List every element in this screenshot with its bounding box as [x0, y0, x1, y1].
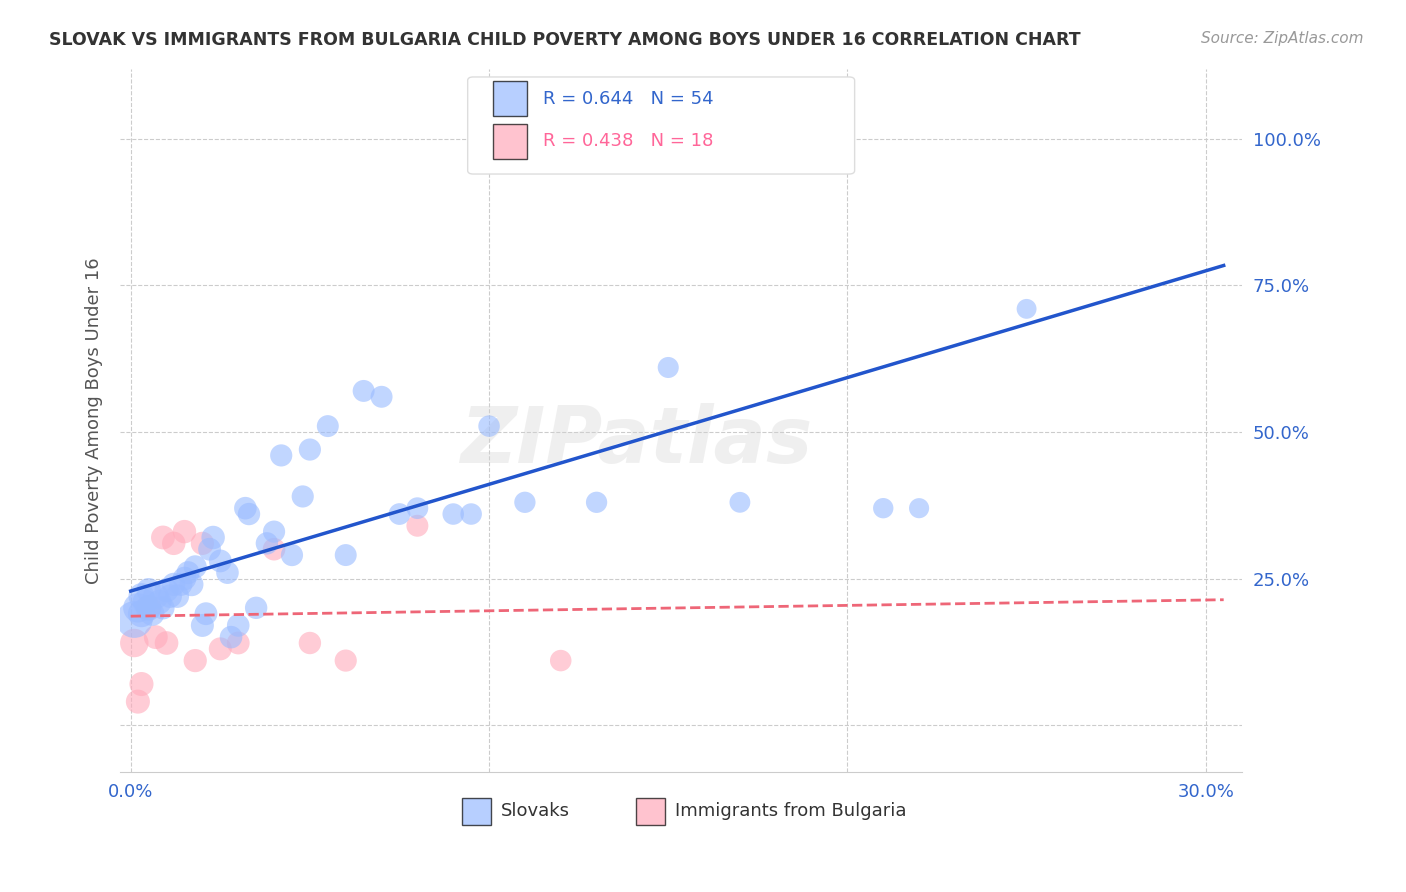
- Point: [209, 641, 232, 656]
- Point: [163, 577, 186, 591]
- Text: R = 0.644   N = 54: R = 0.644 N = 54: [543, 90, 713, 108]
- Point: [460, 507, 482, 521]
- Point: [263, 524, 285, 539]
- Text: SLOVAK VS IMMIGRANTS FROM BULGARIA CHILD POVERTY AMONG BOYS UNDER 16 CORRELATION: SLOVAK VS IMMIGRANTS FROM BULGARIA CHILD…: [49, 31, 1081, 49]
- Y-axis label: Child Poverty Among Boys Under 16: Child Poverty Among Boys Under 16: [86, 257, 103, 583]
- Point: [138, 600, 160, 615]
- Point: [138, 600, 160, 615]
- Point: [263, 542, 285, 557]
- Point: [180, 577, 202, 591]
- Point: [316, 419, 339, 434]
- Point: [124, 636, 146, 650]
- Point: [209, 554, 232, 568]
- Point: [281, 548, 304, 562]
- Point: [1015, 301, 1038, 316]
- FancyBboxPatch shape: [463, 798, 491, 825]
- Point: [406, 518, 429, 533]
- Point: [226, 618, 249, 632]
- Point: [163, 536, 186, 550]
- Point: [441, 507, 464, 521]
- Point: [908, 501, 931, 516]
- FancyBboxPatch shape: [494, 81, 527, 117]
- Point: [585, 495, 607, 509]
- Point: [166, 589, 188, 603]
- Point: [131, 607, 153, 621]
- Point: [141, 607, 163, 621]
- Point: [127, 600, 149, 615]
- Point: [184, 559, 207, 574]
- Point: [370, 390, 392, 404]
- Point: [238, 507, 260, 521]
- FancyBboxPatch shape: [494, 124, 527, 159]
- Point: [353, 384, 375, 398]
- Point: [155, 583, 177, 598]
- Point: [217, 566, 239, 580]
- Point: [256, 536, 278, 550]
- Point: [550, 654, 572, 668]
- Point: [152, 600, 174, 615]
- Text: ZIPatlas: ZIPatlas: [460, 403, 813, 479]
- Point: [728, 495, 751, 509]
- Point: [298, 636, 321, 650]
- Point: [202, 531, 225, 545]
- Point: [219, 630, 242, 644]
- Point: [184, 654, 207, 668]
- Point: [134, 595, 156, 609]
- Text: R = 0.438   N = 18: R = 0.438 N = 18: [543, 132, 713, 150]
- Point: [127, 695, 149, 709]
- Point: [191, 618, 214, 632]
- Point: [388, 507, 411, 521]
- Point: [131, 677, 153, 691]
- Point: [478, 419, 501, 434]
- Text: Slovaks: Slovaks: [502, 803, 571, 821]
- Point: [131, 589, 153, 603]
- Point: [872, 501, 894, 516]
- Point: [291, 490, 314, 504]
- Point: [270, 449, 292, 463]
- Point: [191, 536, 214, 550]
- Point: [406, 501, 429, 516]
- Point: [173, 524, 195, 539]
- Point: [173, 572, 195, 586]
- FancyBboxPatch shape: [468, 77, 855, 174]
- Point: [145, 589, 167, 603]
- Point: [245, 600, 267, 615]
- Point: [335, 654, 357, 668]
- Point: [513, 495, 536, 509]
- Text: Immigrants from Bulgaria: Immigrants from Bulgaria: [675, 803, 907, 821]
- Point: [298, 442, 321, 457]
- Point: [198, 542, 221, 557]
- Point: [152, 531, 174, 545]
- FancyBboxPatch shape: [636, 798, 665, 825]
- Point: [159, 589, 181, 603]
- Point: [335, 548, 357, 562]
- Point: [170, 577, 193, 591]
- Point: [124, 613, 146, 627]
- Point: [155, 636, 177, 650]
- Point: [657, 360, 679, 375]
- Point: [148, 595, 170, 609]
- Point: [226, 636, 249, 650]
- Text: Source: ZipAtlas.com: Source: ZipAtlas.com: [1201, 31, 1364, 46]
- Point: [138, 583, 160, 598]
- Point: [194, 607, 217, 621]
- Point: [145, 630, 167, 644]
- Point: [177, 566, 200, 580]
- Point: [235, 501, 257, 516]
- Point: [782, 126, 804, 140]
